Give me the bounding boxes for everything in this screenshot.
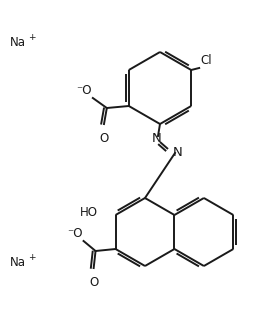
- Text: Cl: Cl: [200, 54, 212, 67]
- Text: ⁻O: ⁻O: [67, 227, 82, 240]
- Text: ⁻O: ⁻O: [76, 84, 92, 97]
- Text: N: N: [152, 131, 162, 145]
- Text: +: +: [28, 33, 35, 43]
- Text: N: N: [173, 146, 183, 159]
- Text: +: +: [28, 254, 35, 262]
- Text: Na: Na: [10, 36, 26, 49]
- Text: O: O: [99, 132, 108, 145]
- Text: O: O: [89, 276, 98, 289]
- Text: HO: HO: [80, 205, 98, 219]
- Text: Na: Na: [10, 255, 26, 268]
